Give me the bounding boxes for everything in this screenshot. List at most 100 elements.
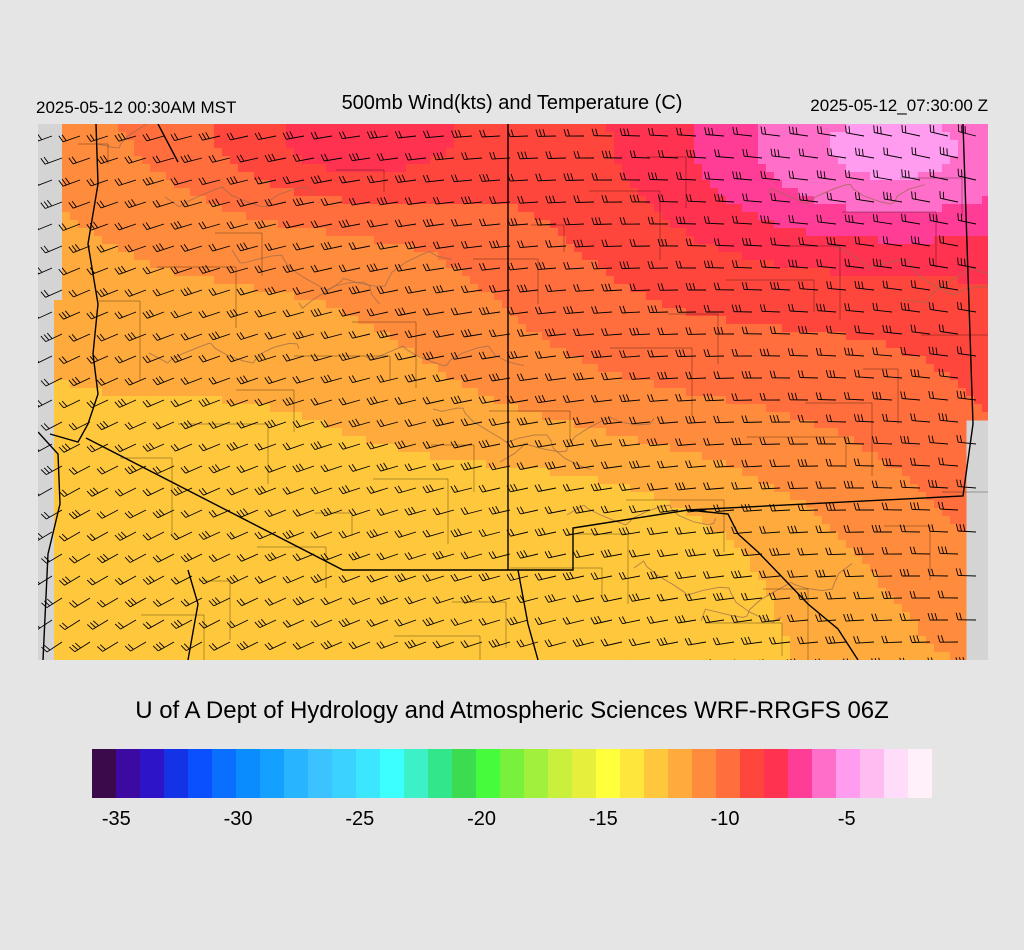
temperature-cell <box>726 204 735 213</box>
temperature-cell <box>918 236 927 245</box>
temperature-cell <box>238 220 247 229</box>
temperature-cell <box>782 308 791 317</box>
temperature-cell <box>950 436 959 445</box>
temperature-cell <box>110 180 119 189</box>
temperature-cell <box>510 308 519 317</box>
temperature-cell <box>662 140 671 149</box>
temperature-cell <box>822 292 831 301</box>
temperature-cell <box>150 252 159 261</box>
temperature-cell <box>606 324 615 333</box>
temperature-cell <box>646 412 655 421</box>
temperature-cell <box>230 284 239 293</box>
temperature-cell <box>862 140 871 149</box>
temperature-cell <box>382 292 391 301</box>
temperature-cell <box>766 292 775 301</box>
temperature-cell <box>734 180 743 189</box>
temperature-cell <box>318 172 327 181</box>
temperature-cell <box>318 444 327 453</box>
temperature-cell <box>814 444 823 453</box>
temperature-cell <box>382 276 391 285</box>
temperature-cell <box>358 444 367 453</box>
temperature-cell <box>598 180 607 189</box>
temperature-cell <box>854 220 863 229</box>
temperature-cell <box>190 180 199 189</box>
temperature-cell <box>158 404 167 413</box>
temperature-cell <box>910 204 919 213</box>
temperature-cell <box>582 188 591 197</box>
temperature-cell <box>694 356 703 365</box>
temperature-cell <box>646 396 655 405</box>
temperature-cell <box>950 332 959 341</box>
temperature-cell <box>638 148 647 157</box>
temperature-cell <box>502 420 511 429</box>
temperature-cell <box>654 356 663 365</box>
temperature-cell <box>838 436 847 445</box>
temperature-cell <box>398 428 407 437</box>
temperature-cell <box>478 340 487 349</box>
temperature-cell <box>190 364 199 373</box>
temperature-cell <box>878 380 887 389</box>
temperature-cell <box>166 212 175 221</box>
temperature-cell <box>494 156 503 165</box>
temperature-cell <box>270 404 279 413</box>
temperature-cell <box>982 300 991 309</box>
temperature-cell <box>230 172 239 181</box>
temperature-cell <box>294 148 303 157</box>
temperature-cell <box>942 356 951 365</box>
temperature-cell <box>78 444 87 453</box>
temperature-cell <box>366 180 375 189</box>
temperature-cell <box>758 412 767 421</box>
temperature-cell <box>78 380 87 389</box>
temperature-cell <box>398 236 407 245</box>
temperature-cell <box>766 372 775 381</box>
temperature-cell <box>230 220 239 229</box>
temperature-cell <box>894 156 903 165</box>
temperature-cell <box>830 180 839 189</box>
temperature-cell <box>638 284 647 293</box>
temperature-cell <box>622 180 631 189</box>
temperature-cell <box>398 348 407 357</box>
temperature-cell <box>214 212 223 221</box>
temperature-cell <box>678 404 687 413</box>
temperature-cell <box>454 340 463 349</box>
temperature-cell <box>246 340 255 349</box>
temperature-cell <box>838 356 847 365</box>
temperature-cell <box>766 436 775 445</box>
temperature-cell <box>278 324 287 333</box>
temperature-cell <box>462 276 471 285</box>
temperature-cell <box>974 140 983 149</box>
temperature-cell <box>102 428 111 437</box>
temperature-cell <box>870 252 879 261</box>
temperature-cell <box>822 228 831 237</box>
temperature-cell <box>710 276 719 285</box>
temperature-cell <box>166 340 175 349</box>
temperature-cell <box>758 212 767 221</box>
temperature-cell <box>486 412 495 421</box>
temperature-cell <box>758 404 767 413</box>
temperature-cell <box>390 372 399 381</box>
temperature-cell <box>878 252 887 261</box>
temperature-cell <box>774 132 783 141</box>
temperature-cell <box>846 356 855 365</box>
temperature-cell <box>246 204 255 213</box>
temperature-cell <box>518 164 527 173</box>
temperature-cell <box>726 292 735 301</box>
temperature-cell <box>494 356 503 365</box>
temperature-cell <box>294 180 303 189</box>
temperature-cell <box>486 348 495 357</box>
temperature-cell <box>774 156 783 165</box>
temperature-cell <box>518 268 527 277</box>
temperature-cell <box>270 284 279 293</box>
temperature-cell <box>294 388 303 397</box>
temperature-cell <box>166 132 175 141</box>
temperature-cell <box>518 156 527 165</box>
temperature-cell <box>438 140 447 149</box>
temperature-cell <box>894 244 903 253</box>
temperature-cell <box>134 332 143 341</box>
temperature-cell <box>478 388 487 397</box>
temperature-cell <box>934 220 943 229</box>
temperature-cell <box>974 132 983 141</box>
temperature-cell <box>830 244 839 253</box>
temperature-cell <box>270 380 279 389</box>
temperature-cell <box>614 244 623 253</box>
